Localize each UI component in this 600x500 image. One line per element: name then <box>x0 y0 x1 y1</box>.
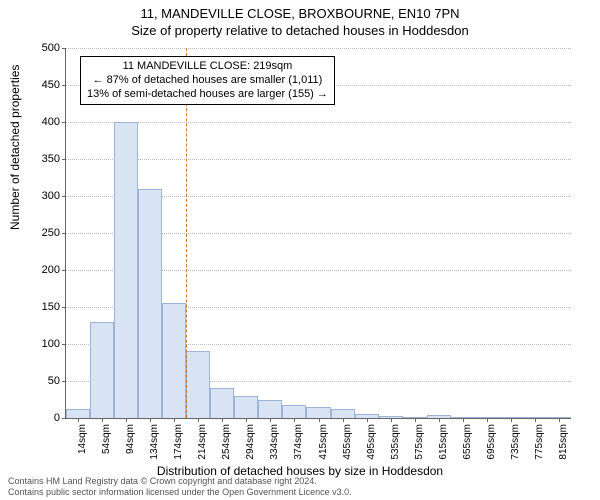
xtick-mark <box>463 418 464 422</box>
ytick-label: 450 <box>30 79 60 91</box>
xtick-label: 655sqm <box>462 424 473 464</box>
xtick-label: 415sqm <box>318 424 329 464</box>
ytick-label: 500 <box>30 42 60 54</box>
grid-line <box>66 159 571 160</box>
ytick-mark <box>62 233 66 234</box>
xtick-label: 455sqm <box>342 424 353 464</box>
histogram-bar <box>66 409 90 418</box>
ytick-label: 350 <box>30 153 60 165</box>
xtick-mark <box>78 418 79 422</box>
footer-line-1: Contains HM Land Registry data © Crown c… <box>8 476 352 487</box>
xtick-label: 54sqm <box>101 424 112 464</box>
ytick-label: 250 <box>30 227 60 239</box>
xtick-mark <box>487 418 488 422</box>
xtick-mark <box>511 418 512 422</box>
ytick-mark <box>62 122 66 123</box>
ytick-mark <box>62 196 66 197</box>
xtick-label: 495sqm <box>366 424 377 464</box>
ytick-label: 400 <box>30 116 60 128</box>
xtick-label: 615sqm <box>438 424 449 464</box>
xtick-mark <box>559 418 560 422</box>
xtick-label: 94sqm <box>125 424 136 464</box>
histogram-bar <box>331 409 355 418</box>
xtick-mark <box>270 418 271 422</box>
histogram-bar <box>258 400 282 419</box>
xtick-mark <box>150 418 151 422</box>
ytick-mark <box>62 344 66 345</box>
ytick-label: 100 <box>30 338 60 350</box>
xtick-mark <box>126 418 127 422</box>
xtick-mark <box>439 418 440 422</box>
xtick-label: 575sqm <box>414 424 425 464</box>
xtick-label: 374sqm <box>293 424 304 464</box>
ytick-label: 0 <box>30 412 60 424</box>
grid-line <box>66 48 571 49</box>
xtick-mark <box>294 418 295 422</box>
histogram-bar <box>186 351 210 418</box>
xtick-label: 334sqm <box>269 424 280 464</box>
xtick-mark <box>198 418 199 422</box>
ytick-label: 300 <box>30 190 60 202</box>
xtick-label: 214sqm <box>197 424 208 464</box>
xtick-mark <box>415 418 416 422</box>
xtick-label: 815sqm <box>558 424 569 464</box>
xtick-mark <box>102 418 103 422</box>
ytick-mark <box>62 270 66 271</box>
xtick-mark <box>246 418 247 422</box>
histogram-bar <box>138 189 162 418</box>
annotation-line-smaller: ← 87% of detached houses are smaller (1,… <box>87 74 328 88</box>
xtick-mark <box>391 418 392 422</box>
xtick-label: 254sqm <box>221 424 232 464</box>
ytick-label: 200 <box>30 264 60 276</box>
xtick-mark <box>174 418 175 422</box>
xtick-label: 735sqm <box>510 424 521 464</box>
annotation-line-larger: 13% of semi-detached houses are larger (… <box>87 88 328 102</box>
footer-line-2: Contains public sector information licen… <box>8 487 352 498</box>
histogram-bar <box>162 303 186 418</box>
histogram-bar <box>234 396 258 418</box>
ytick-mark <box>62 85 66 86</box>
xtick-mark <box>367 418 368 422</box>
xtick-label: 695sqm <box>486 424 497 464</box>
ytick-mark <box>62 159 66 160</box>
ytick-label: 150 <box>30 301 60 313</box>
ytick-mark <box>62 418 66 419</box>
histogram-bar <box>282 405 306 418</box>
histogram-bar <box>210 388 234 418</box>
chart-title-description: Size of property relative to detached ho… <box>0 21 600 38</box>
histogram-bar <box>90 322 114 418</box>
xtick-label: 294sqm <box>245 424 256 464</box>
ytick-mark <box>62 381 66 382</box>
xtick-mark <box>319 418 320 422</box>
grid-line <box>66 122 571 123</box>
y-axis-label: Number of detached properties <box>8 65 22 230</box>
ytick-label: 50 <box>30 375 60 387</box>
annotation-line-property: 11 MANDEVILLE CLOSE: 219sqm <box>87 60 328 74</box>
footer-attribution: Contains HM Land Registry data © Crown c… <box>8 476 352 498</box>
xtick-mark <box>222 418 223 422</box>
xtick-mark <box>343 418 344 422</box>
xtick-mark <box>535 418 536 422</box>
histogram-bar <box>306 407 330 418</box>
xtick-label: 775sqm <box>534 424 545 464</box>
xtick-label: 174sqm <box>173 424 184 464</box>
xtick-label: 535sqm <box>390 424 401 464</box>
histogram-bar <box>114 122 138 418</box>
chart-title-address: 11, MANDEVILLE CLOSE, BROXBOURNE, EN10 7… <box>0 0 600 21</box>
xtick-label: 14sqm <box>77 424 88 464</box>
annotation-box: 11 MANDEVILLE CLOSE: 219sqm ← 87% of det… <box>80 56 335 105</box>
xtick-label: 134sqm <box>149 424 160 464</box>
ytick-mark <box>62 48 66 49</box>
ytick-mark <box>62 307 66 308</box>
